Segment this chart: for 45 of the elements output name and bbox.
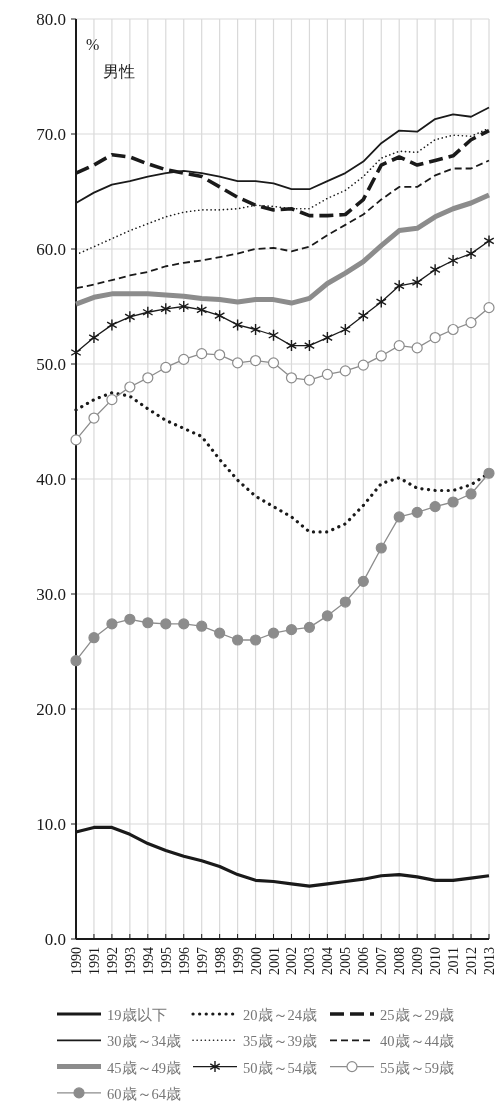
x-tick-label: 2005 [338, 947, 354, 975]
x-tick-label: 2004 [320, 947, 336, 975]
x-tick-label: 2000 [248, 947, 264, 975]
x-tick-label: 1999 [230, 947, 246, 975]
y-axis-title: % [86, 36, 100, 53]
legend-label: 25歳～29歳 [380, 1007, 454, 1023]
y-tick-label: 20.0 [36, 700, 66, 719]
x-tick-label: 2002 [284, 947, 300, 975]
x-tick-label: 2008 [392, 947, 408, 975]
legend-label: 20歳～24歳 [243, 1007, 317, 1023]
x-tick-label: 2003 [302, 947, 318, 975]
x-tick-label: 1997 [194, 947, 210, 975]
y-tick-label: 40.0 [36, 470, 66, 489]
legend-label: 50歳～54歳 [243, 1059, 317, 1076]
x-tick-label: 1990 [69, 947, 84, 975]
y-tick-label: 0.0 [44, 930, 66, 949]
x-tick-label: 2001 [266, 947, 282, 975]
legend-label: 35歳～39歳 [243, 1033, 317, 1050]
x-tick-label: 1994 [140, 947, 156, 975]
x-tick-label: 2010 [428, 947, 444, 975]
x-tick-label: 1992 [104, 947, 120, 975]
y-tick-label: 70.0 [36, 125, 66, 144]
legend-label: 40歳～44歳 [380, 1033, 454, 1050]
text: 男性 [103, 63, 135, 80]
y-tick-label: 10.0 [36, 815, 66, 834]
legend-label: 19歳以下 [107, 1007, 167, 1023]
x-tick-label: 1991 [86, 947, 102, 975]
legend-label: 30歳～34歳 [107, 1033, 181, 1050]
x-tick-label: 1996 [176, 947, 192, 975]
x-tick-label: 2006 [356, 947, 372, 975]
y-tick-label: 80.0 [36, 10, 66, 29]
y-tick-label: 60.0 [36, 240, 66, 259]
y-tick-label: 30.0 [36, 585, 66, 604]
x-tick-label: 1993 [122, 947, 138, 975]
x-tick-label: 2013 [482, 947, 495, 975]
x-tick-label: 1995 [158, 947, 174, 975]
x-tick-label: 2009 [410, 947, 426, 975]
legend-label: 55歳～59歳 [380, 1059, 454, 1076]
x-tick-label: 2012 [464, 947, 480, 975]
x-tick-label: 2011 [446, 947, 462, 975]
legend-label: 60歳～64歳 [107, 1085, 181, 1102]
x-tick-label: 2007 [374, 947, 390, 975]
x-tick-label: 1998 [212, 947, 228, 975]
y-tick-label: 50.0 [36, 355, 66, 374]
legend-label: 45歳～49歳 [107, 1059, 181, 1076]
